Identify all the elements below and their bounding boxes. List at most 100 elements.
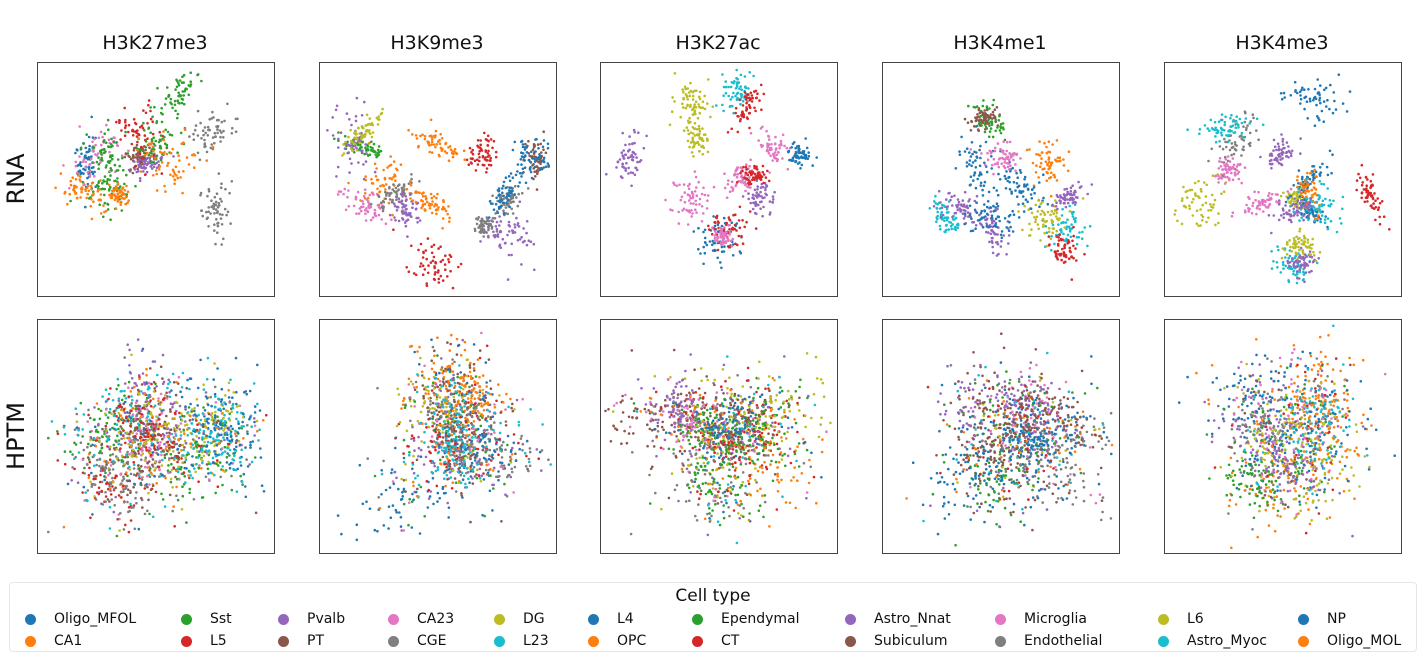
scatter-point bbox=[1042, 211, 1046, 214]
scatter-point bbox=[170, 102, 173, 106]
scatter-point bbox=[115, 141, 118, 144]
scatter-point bbox=[971, 221, 974, 224]
scatter-point bbox=[692, 132, 695, 135]
scatter-point bbox=[364, 132, 367, 136]
scatter-point bbox=[368, 206, 371, 210]
scatter-point bbox=[979, 212, 983, 215]
scatter-point bbox=[1061, 207, 1064, 211]
scatter-point bbox=[731, 254, 735, 257]
scatter-point bbox=[755, 203, 758, 206]
scatter-point bbox=[1006, 165, 1010, 169]
scatter-point bbox=[100, 187, 103, 191]
scatter-point bbox=[1224, 168, 1228, 172]
scatter-point bbox=[111, 157, 114, 161]
scatter-point bbox=[1009, 225, 1012, 229]
scatter-point bbox=[223, 207, 227, 211]
scatter-point bbox=[1197, 224, 1200, 228]
scatter-point bbox=[1282, 216, 1285, 219]
scatter-point bbox=[1263, 204, 1267, 207]
scatter-point bbox=[767, 151, 771, 155]
scatter-point bbox=[125, 173, 128, 177]
scatter-point bbox=[959, 210, 962, 213]
scatter-point bbox=[1240, 154, 1243, 157]
scatter-point bbox=[478, 149, 481, 153]
scatter-point bbox=[951, 223, 954, 226]
scatter-point bbox=[177, 91, 180, 95]
scatter-point bbox=[124, 130, 127, 134]
scatter-point bbox=[1036, 210, 1040, 213]
scatter-point bbox=[71, 453, 74, 456]
scatter-point bbox=[766, 169, 769, 173]
scatter-point bbox=[1025, 148, 1029, 152]
scatter-point bbox=[204, 145, 207, 148]
scatter-point bbox=[240, 426, 243, 430]
scatter-point bbox=[213, 212, 216, 215]
scatter-point bbox=[1318, 180, 1322, 183]
scatter-point bbox=[1298, 270, 1302, 274]
scatter-point bbox=[532, 143, 536, 146]
scatter-point bbox=[953, 194, 956, 198]
scatter-point bbox=[1072, 197, 1075, 201]
scatter-point bbox=[206, 216, 209, 219]
scatter-point bbox=[1029, 193, 1033, 196]
scatter-point bbox=[1312, 173, 1315, 177]
scatter-point bbox=[1193, 181, 1197, 185]
scatter-point bbox=[1319, 84, 1322, 87]
scatter-point bbox=[993, 149, 997, 153]
scatter-point bbox=[974, 186, 978, 190]
scatter-point bbox=[143, 162, 147, 165]
scatter-point bbox=[365, 113, 369, 117]
scatter-point bbox=[79, 196, 82, 199]
scatter-point bbox=[729, 85, 733, 89]
scatter-point bbox=[1070, 210, 1074, 214]
scatter-point bbox=[1276, 159, 1279, 163]
scatter-point bbox=[211, 136, 215, 139]
scatter-panel-rna-h3k4me1 bbox=[882, 62, 1120, 297]
scatter-point bbox=[523, 148, 527, 151]
scatter-point bbox=[1372, 202, 1375, 205]
scatter-point bbox=[934, 194, 937, 198]
scatter-point bbox=[1010, 190, 1013, 193]
scatter-point bbox=[940, 210, 944, 214]
scatter-point bbox=[173, 182, 176, 185]
scatter-point bbox=[1243, 120, 1247, 124]
scatter-point bbox=[477, 216, 480, 219]
scatter-point bbox=[1298, 277, 1301, 280]
scatter-point bbox=[1300, 242, 1304, 246]
scatter-point bbox=[1355, 179, 1359, 182]
scatter-point bbox=[359, 139, 362, 142]
scatter-point bbox=[427, 141, 431, 144]
scatter-point bbox=[1039, 213, 1042, 216]
scatter-point bbox=[511, 148, 515, 152]
scatter-point bbox=[1059, 159, 1062, 163]
scatter-point bbox=[1021, 202, 1025, 205]
scatter-point bbox=[720, 245, 724, 249]
scatter-point bbox=[1223, 120, 1227, 124]
scatter-point bbox=[1301, 175, 1304, 179]
scatter-point bbox=[691, 98, 695, 101]
scatter-point bbox=[631, 171, 635, 175]
scatter-point bbox=[535, 169, 539, 172]
scatter-point bbox=[141, 147, 144, 150]
scatter-point bbox=[225, 455, 229, 459]
scatter-point bbox=[106, 177, 110, 181]
scatter-point bbox=[516, 223, 519, 227]
scatter-point bbox=[1318, 205, 1321, 208]
scatter-point bbox=[211, 147, 215, 151]
scatter-point bbox=[414, 200, 418, 204]
scatter-point bbox=[1021, 195, 1025, 198]
scatter-point bbox=[496, 211, 500, 214]
scatter-point bbox=[1251, 113, 1255, 116]
scatter-point bbox=[1262, 210, 1265, 213]
scatter-point bbox=[997, 165, 1001, 169]
scatter-point bbox=[415, 137, 419, 140]
scatter-point bbox=[495, 196, 498, 200]
scatter-point bbox=[765, 129, 768, 133]
scatter-point bbox=[945, 216, 949, 219]
scatter-point bbox=[494, 212, 497, 215]
scatter-point bbox=[515, 196, 518, 199]
scatter-point bbox=[1275, 148, 1278, 152]
scatter-point bbox=[505, 201, 508, 205]
scatter-point bbox=[990, 167, 993, 170]
scatter-point bbox=[1318, 93, 1321, 96]
